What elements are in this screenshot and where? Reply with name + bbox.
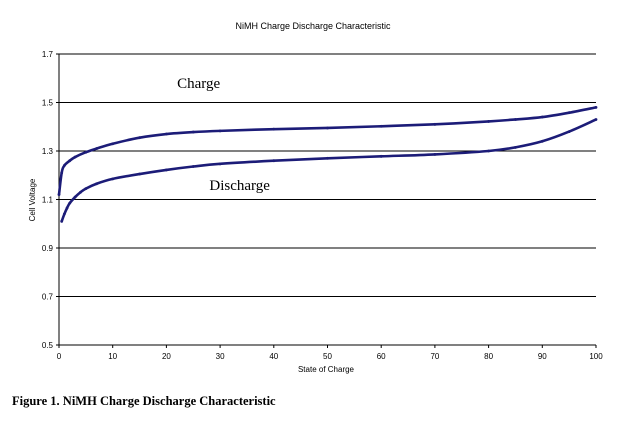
data-point [95, 147, 98, 150]
data-point [191, 165, 195, 168]
data-point [567, 130, 571, 134]
y-tick-label: 1.7 [42, 50, 54, 59]
y-tick-label: 0.7 [42, 293, 54, 302]
x-tick-label: 80 [484, 352, 493, 361]
data-point [138, 136, 141, 140]
series-annotations: Charge Discharge [177, 76, 270, 194]
data-point [487, 149, 490, 153]
annotation-charge: Charge [177, 76, 220, 92]
data-point [138, 172, 141, 176]
x-tick-label: 40 [269, 352, 278, 361]
data-point [165, 132, 168, 136]
tick-labels: 0.5 0.7 0.9 1.1 1.3 1.5 1.7 0 10 20 30 40 50 60 70 80 90… [42, 50, 603, 361]
x-tick-label: 50 [323, 352, 332, 361]
data-point [379, 124, 383, 128]
data-point [65, 206, 69, 210]
data-point [62, 164, 66, 167]
data-point [272, 159, 276, 163]
data-point [567, 111, 571, 115]
y-tick-label: 0.9 [42, 244, 54, 253]
data-point [68, 201, 72, 205]
axes [56, 53, 597, 348]
data-point [594, 105, 598, 109]
data-point [433, 122, 437, 126]
data-point [514, 118, 517, 121]
series-lines [57, 105, 598, 223]
data-point [60, 219, 64, 223]
data-point [165, 168, 168, 172]
data-point [326, 126, 329, 130]
series-line-discharge [60, 118, 597, 222]
x-tick-label: 20 [162, 352, 171, 361]
x-tick-label: 90 [538, 352, 547, 361]
data-point [514, 145, 517, 149]
data-point [84, 187, 88, 190]
data-point [79, 190, 82, 194]
x-tick-label: 30 [216, 352, 225, 361]
figure-caption: Figure 1. NiMH Charge Discharge Characte… [12, 394, 276, 408]
data-point [326, 156, 329, 160]
data-point [218, 162, 222, 166]
data-point [487, 120, 490, 123]
x-tick-label: 60 [377, 352, 386, 361]
y-axis-label: Cell Voltage [28, 178, 37, 221]
data-point [594, 118, 598, 121]
y-tick-label: 1.3 [42, 147, 54, 156]
x-tick-label: 70 [430, 352, 439, 361]
y-tick-label: 1.5 [42, 99, 54, 108]
data-point [73, 195, 77, 199]
data-point [62, 212, 66, 216]
data-point [95, 182, 98, 186]
y-tick-label: 0.5 [42, 341, 54, 350]
data-point [433, 152, 437, 156]
x-axis-label: State of Charge [298, 365, 355, 374]
data-point [60, 171, 64, 175]
data-point [111, 177, 115, 181]
data-point [57, 193, 61, 197]
data-point [540, 139, 544, 143]
data-point [218, 129, 222, 133]
x-tick-label: 10 [108, 352, 117, 361]
data-point [540, 115, 544, 119]
gridlines [59, 53, 596, 297]
annotation-discharge: Discharge [209, 178, 270, 194]
data-point [111, 142, 115, 146]
data-point [68, 159, 72, 163]
x-tick-label: 0 [57, 352, 62, 361]
y-tick-label: 1.1 [42, 196, 54, 205]
data-point [84, 150, 88, 154]
data-point [272, 127, 276, 131]
chart-title: NiMH Charge Discharge Characteristic [235, 21, 391, 31]
data-point [73, 155, 77, 159]
x-tick-label: 100 [589, 352, 603, 361]
data-point [379, 154, 383, 158]
data-point [191, 130, 195, 134]
